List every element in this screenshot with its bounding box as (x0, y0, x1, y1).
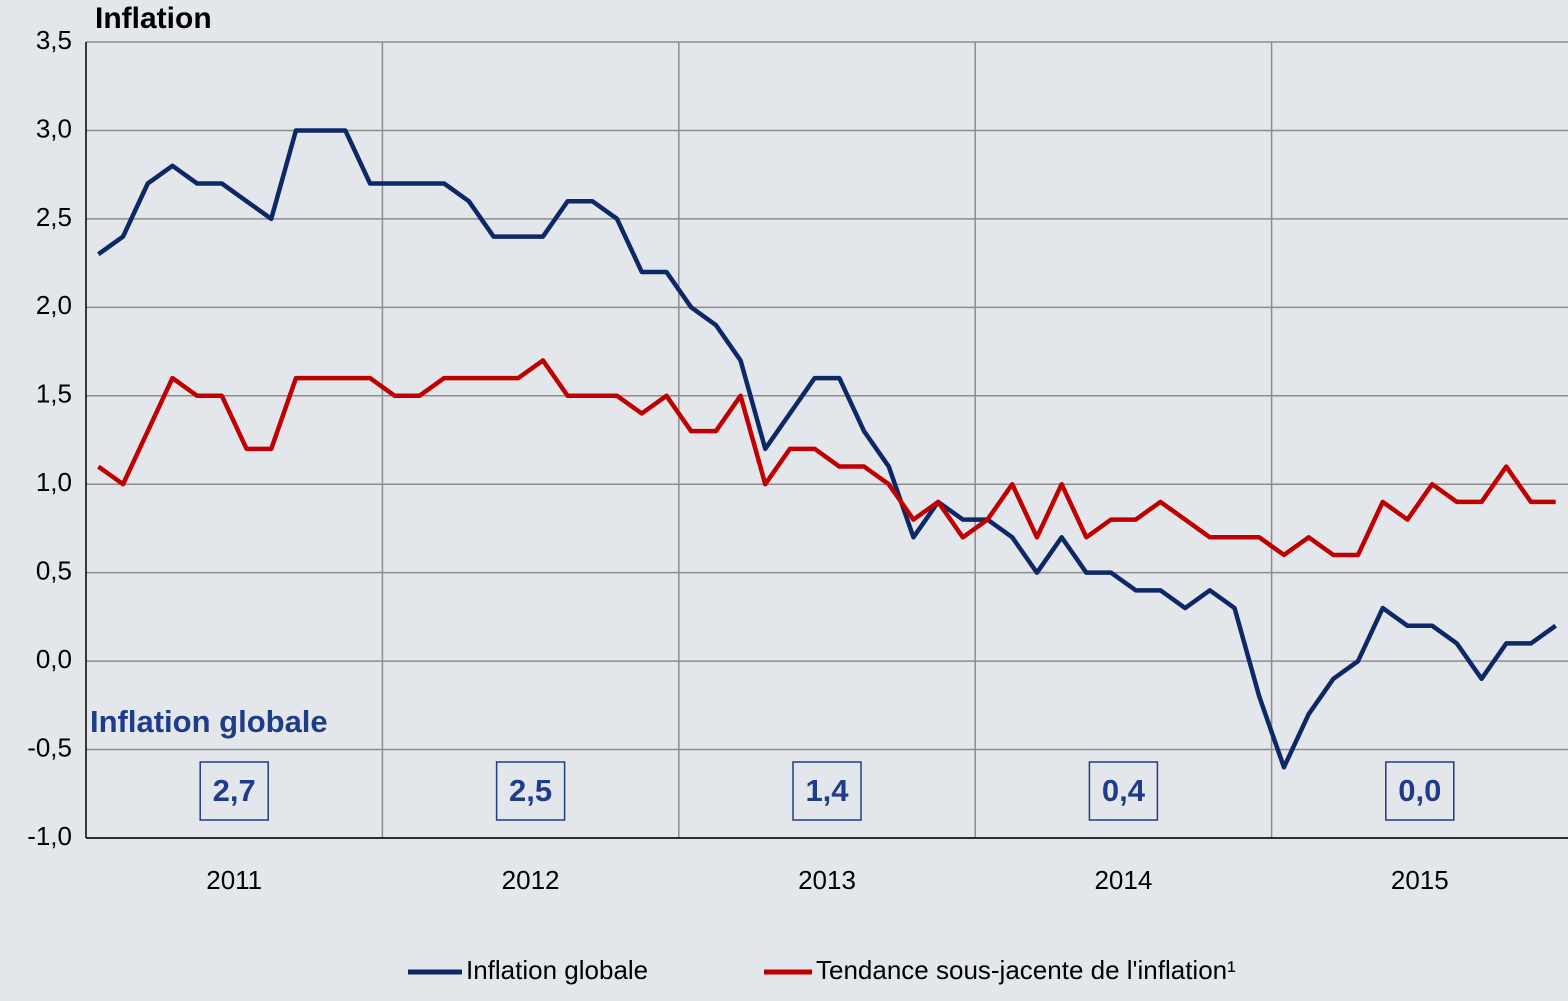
average-box (792, 761, 862, 821)
average-box (495, 761, 566, 821)
y-tick-label: 2,5 (36, 202, 72, 232)
y-tick-label: 3,5 (36, 25, 72, 55)
y-tick-label: 0,5 (36, 556, 72, 586)
average-box (1088, 761, 1159, 821)
y-tick-label: -1,0 (27, 821, 72, 851)
x-tick-label: 2015 (1391, 865, 1449, 895)
y-tick-label: 2,0 (36, 290, 72, 320)
y-tick-label: -0,5 (27, 732, 72, 762)
average-label: 1,4 (805, 773, 849, 808)
average-label: 2,7 (213, 773, 256, 808)
average-label: 2,5 (509, 773, 552, 808)
legend-label: Tendance sous-jacente de l'inflation¹ (816, 955, 1236, 985)
y-tick-label: 3,0 (36, 113, 72, 143)
y-tick-label: 1,0 (36, 467, 72, 497)
average-label: 0,0 (1398, 773, 1441, 808)
x-tick-label: 2012 (502, 865, 560, 895)
x-tick-label: 2014 (1094, 865, 1152, 895)
x-tick-label: 2013 (798, 865, 856, 895)
average-box (199, 761, 269, 821)
annotation: Inflation globale (90, 704, 328, 739)
y-tick-label: 0,0 (36, 644, 72, 674)
average-label: 0,4 (1102, 773, 1146, 808)
average-box (1385, 761, 1455, 821)
series-line (97, 358, 1556, 558)
chart-title: Inflation (95, 2, 212, 35)
y-tick-label: 1,5 (36, 379, 72, 409)
x-tick-label: 2011 (206, 865, 262, 895)
legend-label: Inflation globale (466, 955, 648, 985)
series-line (97, 128, 1557, 770)
